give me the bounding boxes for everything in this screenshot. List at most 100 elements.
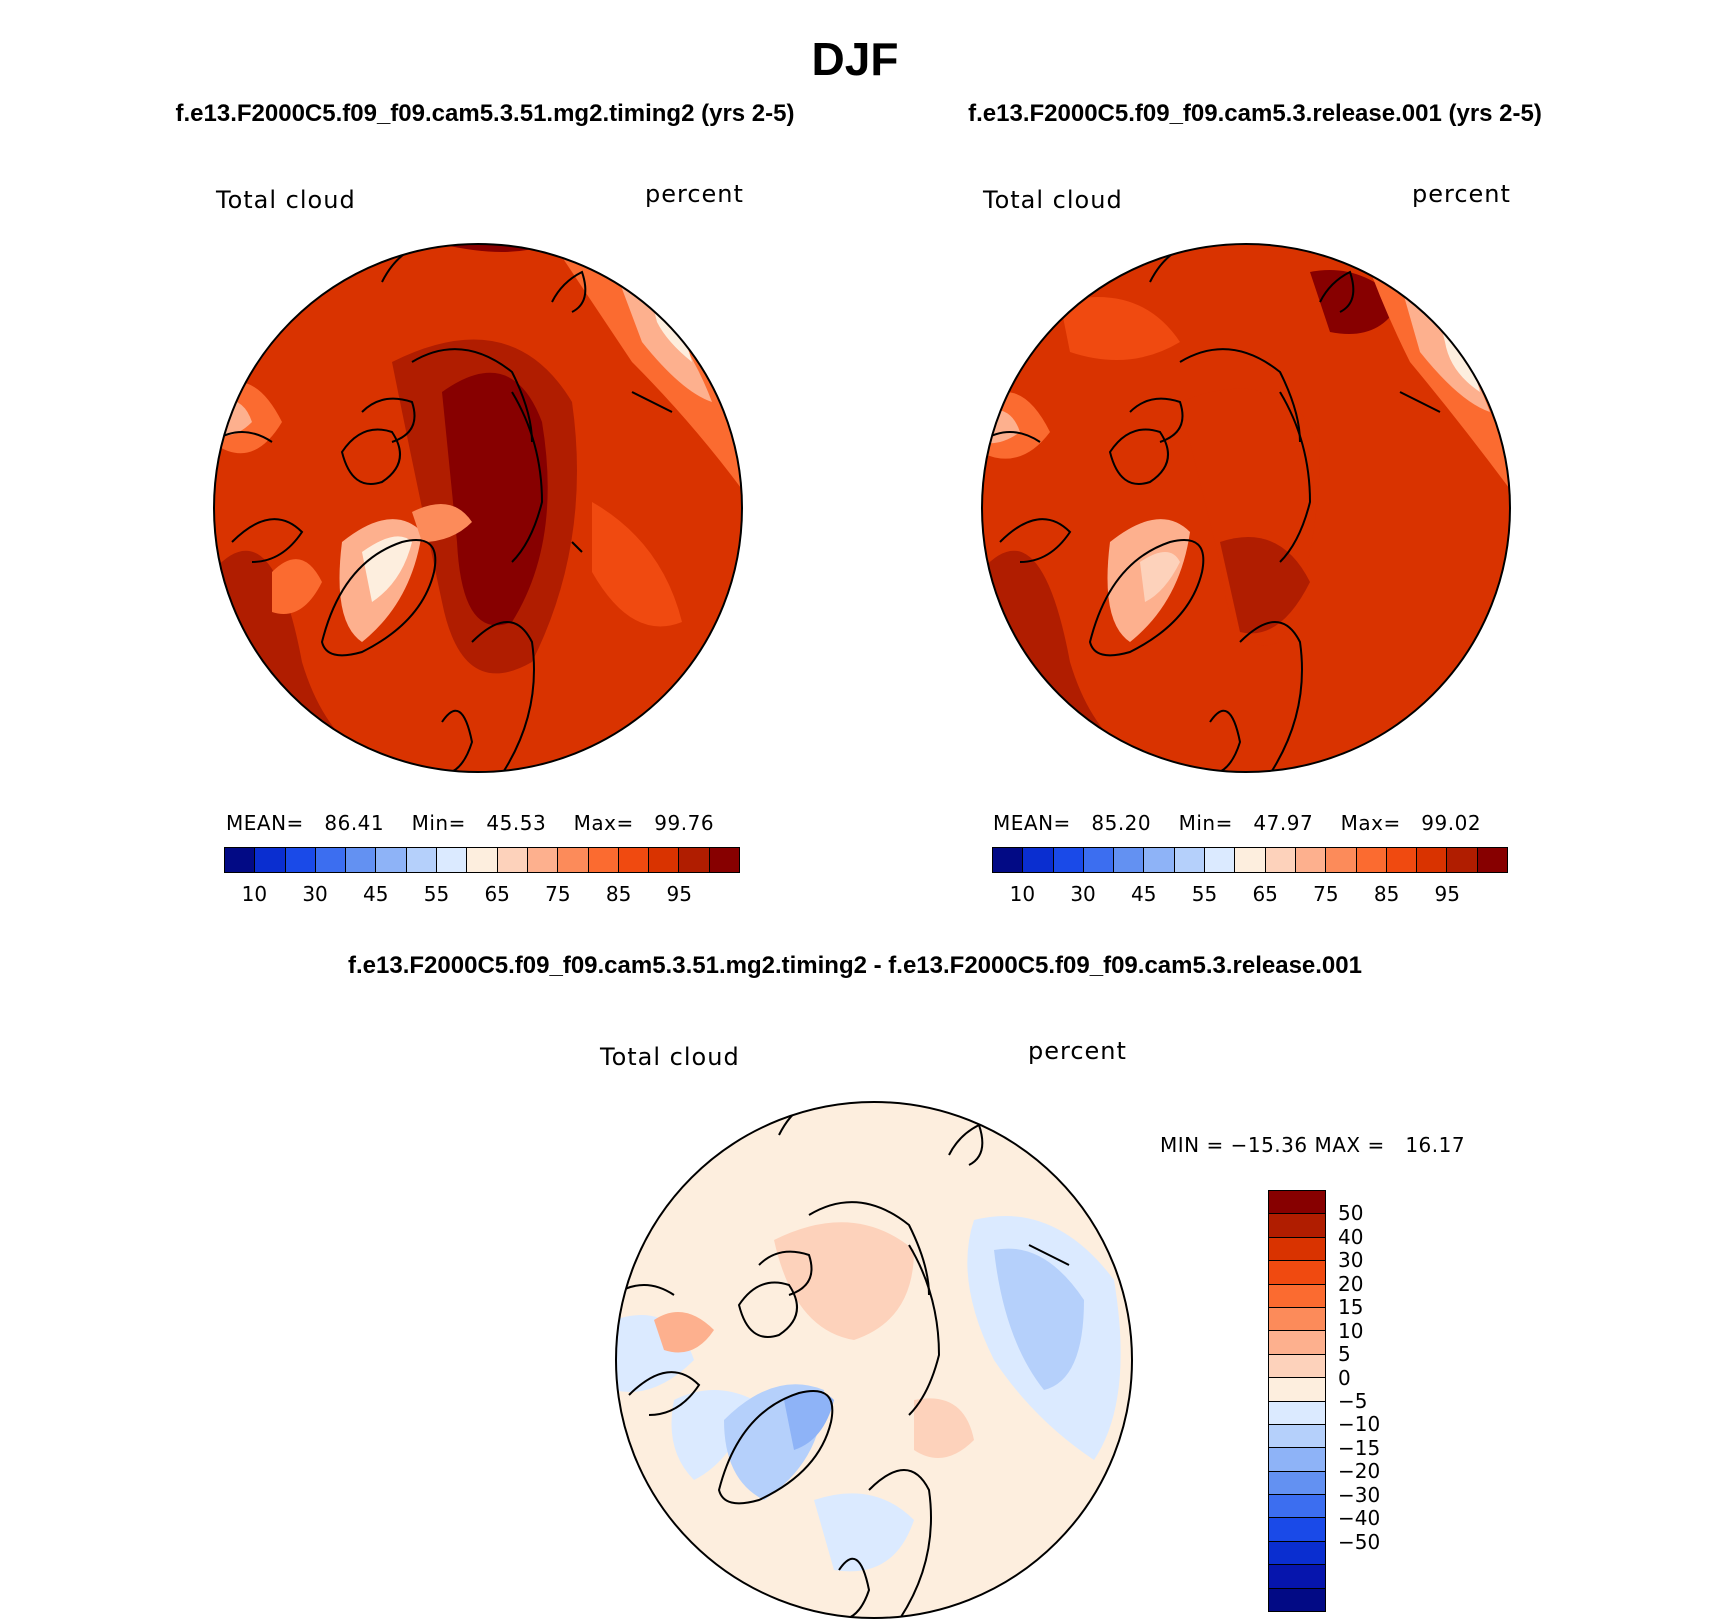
colorbar-tick-label: 75	[545, 882, 571, 906]
colorbar-swatch	[1269, 1541, 1325, 1566]
colorbar-swatch	[1235, 848, 1266, 872]
colorbar-swatch	[1269, 1424, 1325, 1449]
colorbar-swatch	[1295, 848, 1327, 872]
colorbar-swatch	[225, 848, 256, 872]
colorbar-tick-label: 5	[1338, 1342, 1351, 1367]
colorbar-tick-label: −10	[1338, 1412, 1381, 1437]
colorbar-swatch	[1269, 1588, 1325, 1612]
colorbar-swatch	[1269, 1565, 1325, 1589]
colorbar-swatch	[1269, 1214, 1325, 1238]
colorbar-swatch	[346, 848, 377, 872]
min-label-left: Min=	[411, 811, 466, 835]
colorbar-tick-label: 30	[1338, 1248, 1364, 1273]
colorbar-tick-label: −15	[1338, 1435, 1381, 1460]
colorbar-swatch	[1326, 848, 1357, 872]
colorbar-swatch	[1269, 1331, 1325, 1355]
colorbar-swatch	[1053, 848, 1084, 872]
colorbar-tick-label: 30	[302, 882, 328, 906]
colorbar-swatch	[1269, 1191, 1325, 1215]
colorbar-swatch	[679, 848, 710, 872]
variable-label-diff: Total cloud	[600, 1043, 740, 1071]
max-label-right: Max=	[1340, 811, 1401, 835]
colorbar-tick-label: 10	[1009, 882, 1036, 906]
case-title-left: f.e13.F2000C5.f09_f09.cam5.3.51.mg2.timi…	[175, 100, 795, 127]
difference-title: f.e13.F2000C5.f09_f09.cam5.3.51.mg2.timi…	[348, 952, 1362, 979]
colorbar-swatch	[467, 848, 498, 872]
colorbar-swatch	[1269, 1448, 1325, 1472]
colorbar-swatch	[285, 848, 316, 872]
colorbar-swatch	[1269, 1471, 1325, 1496]
colorbar-swatch	[1269, 1307, 1325, 1332]
colorbar-tick-label: 10	[241, 882, 268, 906]
colorbar-swatch	[709, 848, 740, 872]
polar-map-left	[213, 243, 743, 773]
units-label-right: percent	[1412, 180, 1511, 208]
colorbar-swatch	[255, 848, 286, 872]
colorbar-tick-label: 45	[1131, 882, 1157, 906]
colorbar-swatch	[437, 848, 468, 872]
colorbar-swatch	[649, 848, 680, 872]
colorbar-swatch	[558, 848, 589, 872]
diff-min-label: MIN =	[1160, 1133, 1224, 1157]
colorbar-tick-label: 65	[1252, 882, 1278, 906]
colorbar-tick-label: 15	[1338, 1295, 1364, 1320]
colorbar-swatch	[376, 848, 407, 872]
colorbar-tick-label: 10	[1338, 1318, 1364, 1343]
colorbar-tick-label: −30	[1338, 1482, 1381, 1507]
colorbar-tick-label: −5	[1338, 1389, 1368, 1413]
polar-map-right	[981, 243, 1511, 773]
colorbar-tick-label: 55	[423, 882, 450, 906]
stats-left: MEAN= 86.41 Min= 45.53 Max= 99.76	[226, 811, 714, 835]
min-value-left: 45.53	[486, 811, 547, 835]
case-title-right: f.e13.F2000C5.f09_f09.cam5.3.release.001…	[968, 100, 1542, 127]
colorbar-swatch	[1269, 1401, 1325, 1425]
colorbar-tick-label: 75	[1313, 882, 1339, 906]
colorbar-tick-label: 30	[1070, 882, 1096, 906]
stats-right: MEAN= 85.20 Min= 47.97 Max= 99.02	[993, 811, 1481, 835]
diff-min-value: −15.36	[1230, 1133, 1308, 1157]
colorbar-swatch	[1269, 1237, 1325, 1262]
max-label-left: Max=	[573, 811, 634, 835]
colorbar-swatch	[1269, 1261, 1325, 1285]
colorbar-tick-label: −50	[1338, 1529, 1381, 1554]
colorbar-tick-label: 45	[363, 882, 389, 906]
colorbar-swatch	[527, 848, 559, 872]
colorbar-tick-label: 40	[1338, 1224, 1364, 1249]
colorbar-swatch	[1174, 848, 1206, 872]
max-value-right: 99.02	[1421, 811, 1482, 835]
colorbar-swatch	[1083, 848, 1115, 872]
colorbar-swatch	[315, 848, 347, 872]
colorbar-tick-label: 85	[1373, 882, 1400, 906]
mean-value-left: 86.41	[324, 811, 385, 835]
colorbar-swatch	[1269, 1378, 1325, 1402]
colorbar-swatch	[618, 848, 650, 872]
colorbar-swatch	[497, 848, 528, 872]
mean-label-left: MEAN=	[226, 811, 304, 835]
colorbar-tick-label: 20	[1338, 1271, 1364, 1296]
colorbar-swatch	[1477, 848, 1508, 872]
min-label-right: Min=	[1178, 811, 1233, 835]
colorbar-swatch	[588, 848, 619, 872]
colorbar-tick-label: 95	[666, 882, 693, 906]
colorbar-swatch	[1114, 848, 1145, 872]
colorbar-tick-label: −20	[1338, 1459, 1381, 1484]
colorbar-tick-label: 65	[484, 882, 510, 906]
diff-max-value: 16.17	[1405, 1133, 1466, 1157]
colorbar-swatch	[1144, 848, 1175, 872]
colorbar-swatch	[1269, 1495, 1325, 1519]
colorbar-swatch	[993, 848, 1024, 872]
figure-title: DJF	[811, 33, 899, 85]
diff-minmax: MIN = −15.36 MAX = 16.17	[1160, 1133, 1465, 1157]
colorbar-swatch	[406, 848, 438, 872]
colorbar-tick-label: 85	[605, 882, 632, 906]
colorbar-swatch	[1269, 1354, 1325, 1379]
min-value-right: 47.97	[1253, 811, 1314, 835]
units-label-left: percent	[645, 180, 744, 208]
colorbar-left	[224, 847, 740, 873]
colorbar-swatch	[1356, 848, 1387, 872]
variable-label-left: Total cloud	[216, 186, 356, 214]
diff-max-label: MAX =	[1314, 1133, 1385, 1157]
units-label-diff: percent	[1028, 1037, 1127, 1065]
colorbar-tick-label: 95	[1434, 882, 1461, 906]
colorbar-tick-label: 0	[1338, 1365, 1351, 1390]
